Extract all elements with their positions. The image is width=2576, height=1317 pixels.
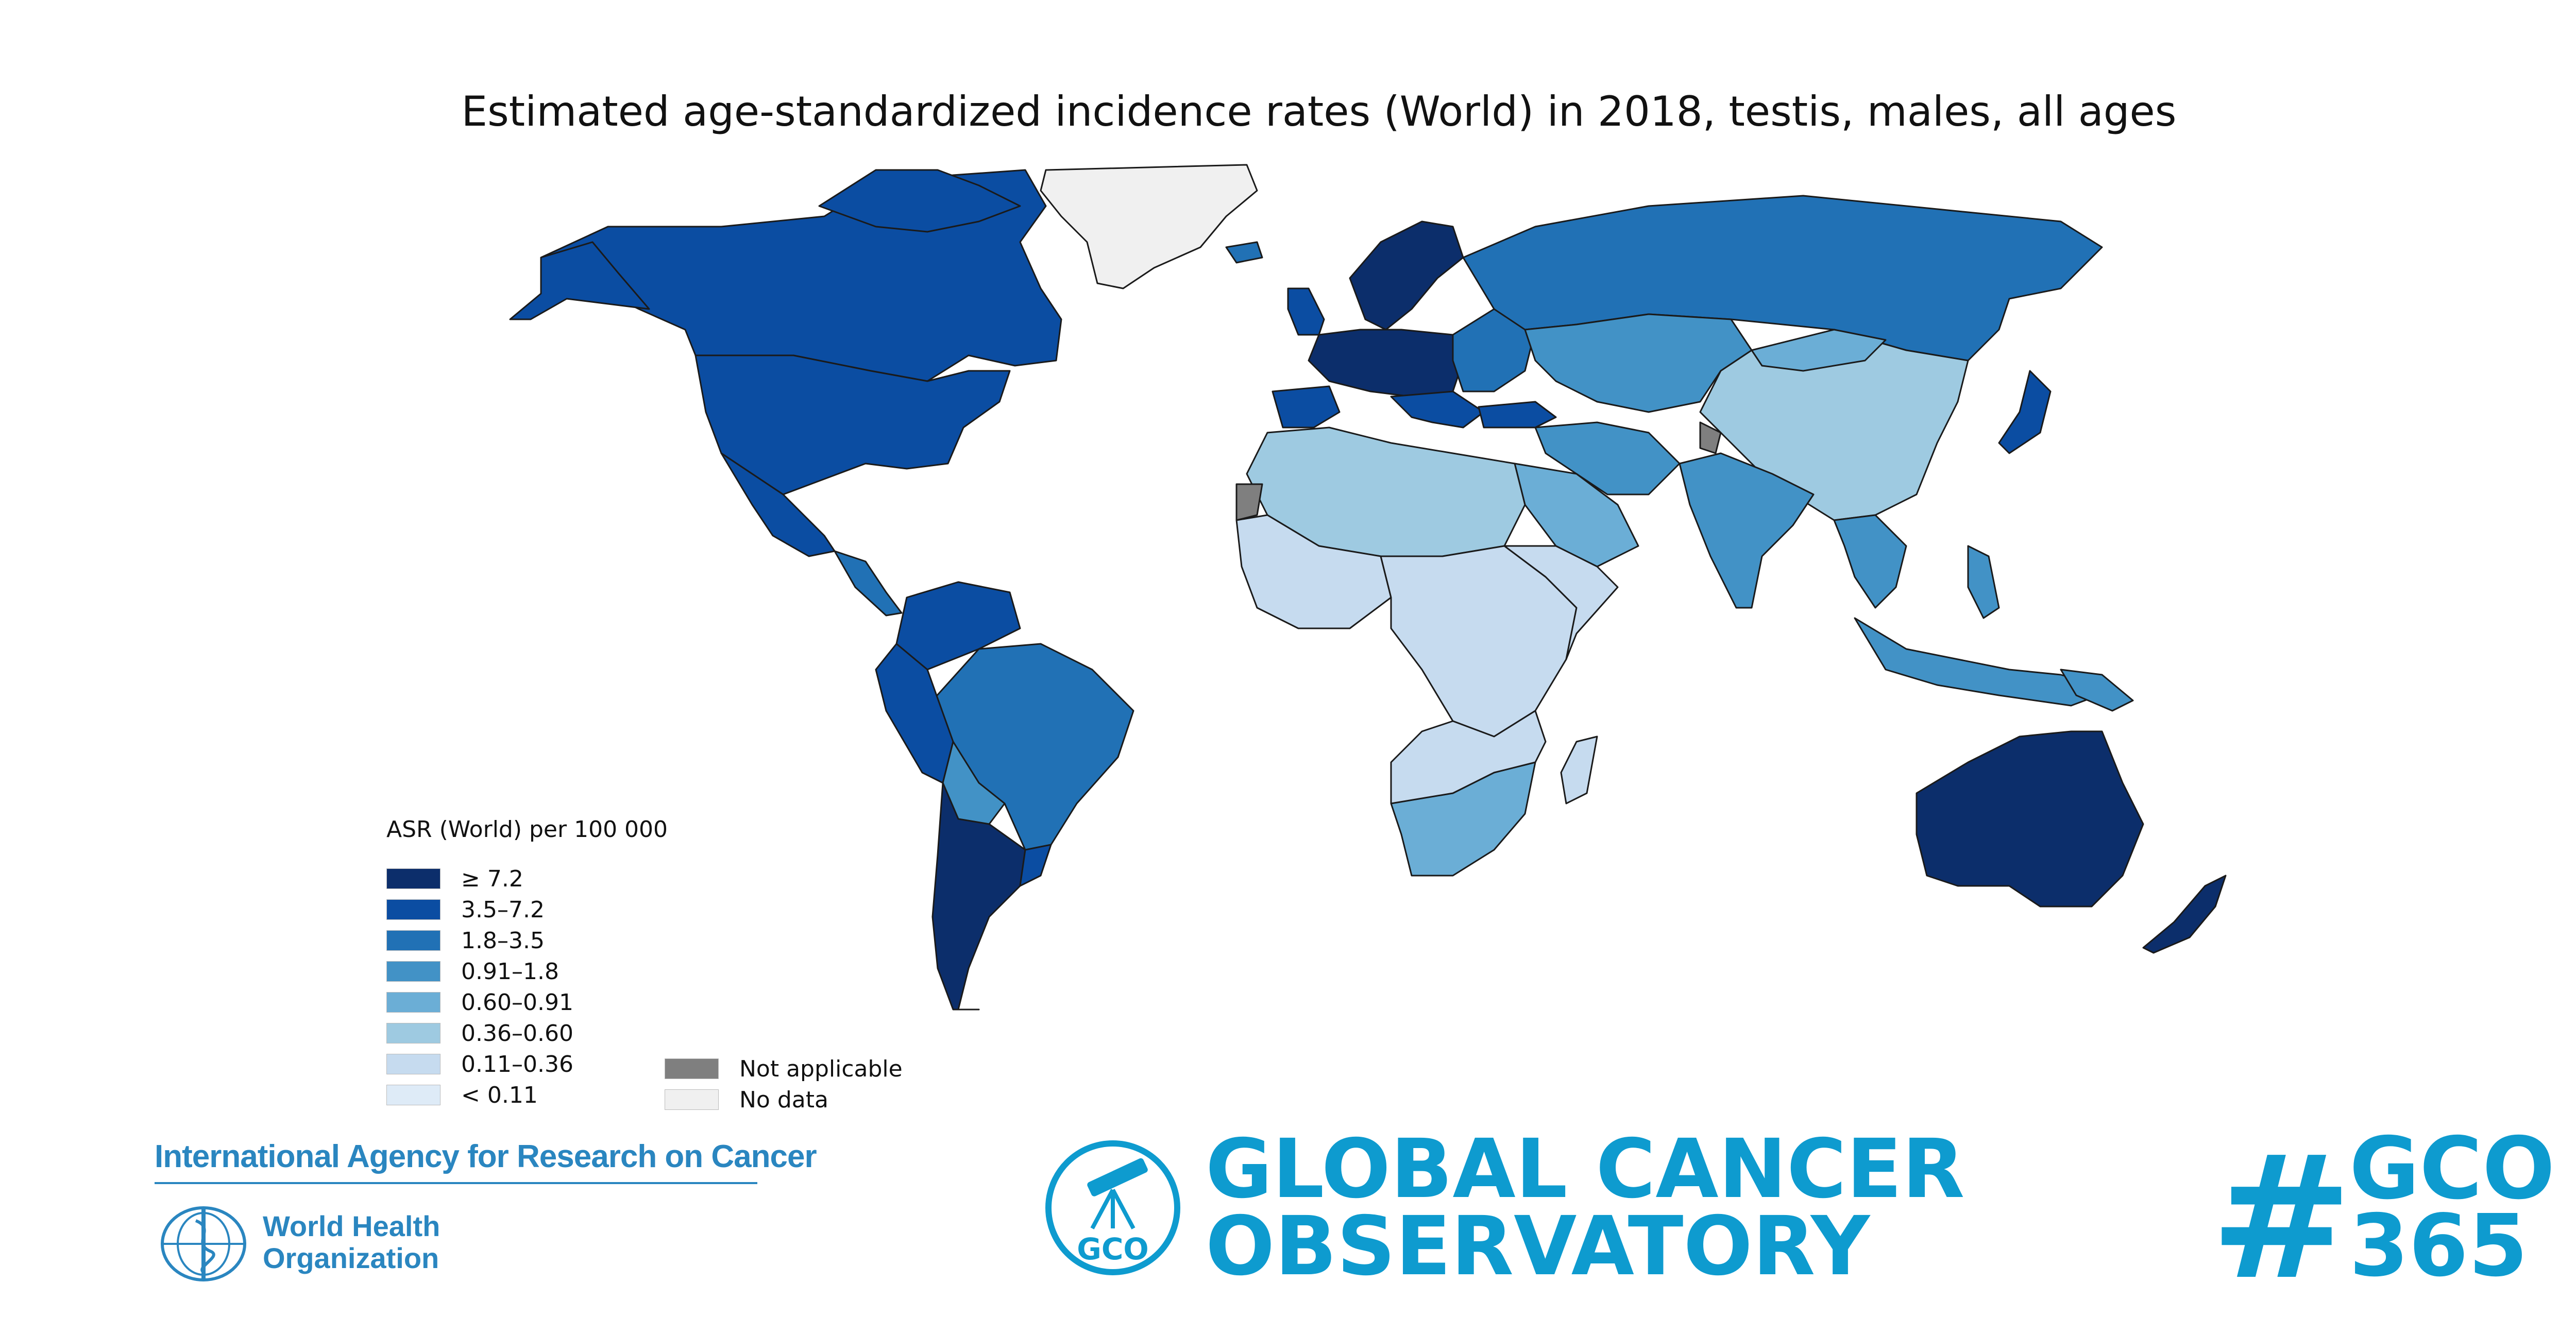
legend-item: 0.11–0.36 <box>386 1049 668 1080</box>
region-iceland[interactable] <box>1225 241 1263 264</box>
legend-label: 0.91–1.8 <box>461 958 559 985</box>
region-philippines[interactable] <box>1967 545 2000 619</box>
region-southeast-asia[interactable] <box>1833 514 1907 609</box>
region-argentina-chile[interactable] <box>931 782 1026 1011</box>
legend-extra: Not applicable No data <box>665 1053 903 1115</box>
region-central-europe[interactable] <box>1308 329 1464 398</box>
hashtag-wordmark: GCO 365 <box>2349 1119 2555 1296</box>
region-new-zealand[interactable] <box>2142 875 2227 954</box>
telescope-badge-icon: GCO <box>1045 1140 1180 1275</box>
hashtag-line-2: 365 <box>2349 1196 2528 1296</box>
legend-label: ≥ 7.2 <box>461 865 523 892</box>
legend-label: 0.36–0.60 <box>461 1020 573 1047</box>
legend-item-not-applicable: Not applicable <box>665 1053 903 1084</box>
iarc-divider <box>155 1182 757 1184</box>
region-japan[interactable] <box>1998 370 2052 454</box>
legend-label: 3.5–7.2 <box>461 896 545 923</box>
gco-badge-text: GCO <box>1077 1232 1148 1267</box>
legend-item: < 0.11 <box>386 1080 668 1110</box>
map-title: Estimated age-standardized incidence rat… <box>461 88 2177 135</box>
legend-item: 0.36–0.60 <box>386 1018 668 1049</box>
region-central-america[interactable] <box>834 550 903 617</box>
gco-line-2: OBSERVATORY <box>1206 1199 1870 1294</box>
legend-swatch <box>386 961 440 982</box>
region-arabia[interactable] <box>1514 463 1639 568</box>
region-greenland[interactable] <box>1040 164 1258 289</box>
region-central-asia[interactable] <box>1524 313 1753 413</box>
legend-swatch <box>386 868 440 889</box>
region-horn-of-africa[interactable] <box>1503 545 1619 660</box>
hashtag-symbol: # <box>2210 1119 2353 1317</box>
region-canada-arctic-islands[interactable] <box>818 169 1021 233</box>
gco-line-1: GLOBAL CANCER <box>1206 1122 1965 1217</box>
legend-label: 1.8–3.5 <box>461 927 545 954</box>
legend-label: 0.11–0.36 <box>461 1051 573 1077</box>
region-italy-balkans[interactable] <box>1390 390 1485 429</box>
legend-swatch <box>386 1023 440 1044</box>
region-western-sahara[interactable] <box>1235 483 1263 521</box>
region-west-africa[interactable] <box>1235 514 1392 629</box>
legend-swatch <box>386 930 440 951</box>
who-logo: World Health Organization <box>155 1200 440 1290</box>
legend-item: 1.8–3.5 <box>386 925 668 956</box>
region-mongolia[interactable] <box>1751 329 1887 372</box>
region-peru[interactable] <box>875 643 954 784</box>
region-turkey[interactable] <box>1478 401 1557 429</box>
region-india[interactable] <box>1679 452 1815 609</box>
legend-swatch <box>665 1058 719 1079</box>
legend-swatch <box>386 1054 440 1074</box>
legend-swatch <box>665 1089 719 1110</box>
legend-label: Not applicable <box>739 1055 903 1082</box>
who-emblem-icon <box>161 1206 246 1281</box>
region-scandinavia[interactable] <box>1349 220 1464 331</box>
who-line-2: Organization <box>263 1242 439 1274</box>
legend-swatch <box>386 899 440 920</box>
region-iberia[interactable] <box>1272 385 1341 429</box>
hashtag-line-1: GCO <box>2349 1119 2555 1219</box>
region-papua[interactable] <box>2060 669 2134 712</box>
gco-wordmark: GLOBAL CANCER OBSERVATORY <box>1206 1122 1965 1294</box>
region-uk[interactable] <box>1287 287 1325 336</box>
who-name: World Health Organization <box>263 1210 440 1274</box>
legend-item: ≥ 7.2 <box>386 863 668 894</box>
region-iran-middle-east[interactable] <box>1534 421 1681 495</box>
legend-swatch <box>386 992 440 1013</box>
legend-item: 3.5–7.2 <box>386 894 668 925</box>
legend-label: 0.60–0.91 <box>461 989 573 1016</box>
who-line-1: World Health <box>263 1210 440 1242</box>
region-alaska[interactable] <box>509 241 650 320</box>
legend-swatch <box>386 1085 440 1105</box>
region-madagascar[interactable] <box>1560 736 1598 805</box>
map-legend: ASR (World) per 100 000 ≥ 7.2 3.5–7.2 1.… <box>386 816 668 1110</box>
legend-label: < 0.11 <box>461 1082 538 1108</box>
legend-label: No data <box>739 1086 828 1113</box>
region-south-central-africa[interactable] <box>1390 710 1547 805</box>
gco-logo: GCO <box>1043 1138 1182 1279</box>
region-uruguay[interactable] <box>1019 844 1052 887</box>
region-kashmir[interactable] <box>1699 421 1722 454</box>
legend-item: 0.60–0.91 <box>386 987 668 1018</box>
region-australia[interactable] <box>1916 730 2144 908</box>
iarc-logo-text: International Agency for Research on Can… <box>155 1139 817 1174</box>
legend-item-no-data: No data <box>665 1084 903 1115</box>
legend-item: 0.91–1.8 <box>386 956 668 987</box>
region-mexico[interactable] <box>720 452 836 557</box>
legend-title: ASR (World) per 100 000 <box>386 816 668 843</box>
